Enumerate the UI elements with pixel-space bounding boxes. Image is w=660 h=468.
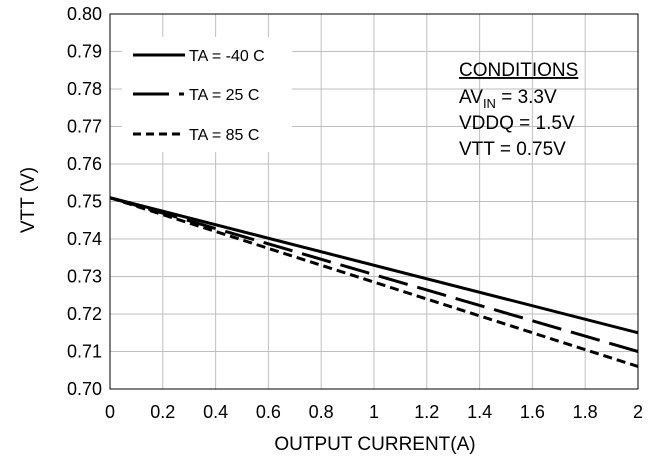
y-tick-label: 0.78 <box>67 79 102 99</box>
y-tick-label: 0.70 <box>67 379 102 399</box>
y-tick-label: 0.79 <box>67 42 102 62</box>
y-tick-label: 0.75 <box>67 192 102 212</box>
x-tick-label: 0.6 <box>256 402 281 422</box>
plot-frame <box>109 13 639 390</box>
x-tick-labels: 0 0.2 0.4 0.6 0.8 1 1.2 1.4 1.6 1.8 2 <box>105 402 643 422</box>
y-tick-label: 0.77 <box>67 117 102 137</box>
y-tick-label: 0.74 <box>67 229 102 249</box>
series-lines <box>109 196 639 368</box>
x-tick-label: 1 <box>369 402 379 422</box>
conditions-avin: AVIN = 3.3V <box>459 87 557 111</box>
legend-label: TA = -40 C <box>189 48 265 65</box>
x-tick-label: 1.4 <box>467 402 492 422</box>
series-line <box>109 196 639 368</box>
conditions-vtt: VTT = 0.75V <box>459 139 566 160</box>
avin-value: = 3.3V <box>496 87 557 108</box>
avin-subscript: IN <box>483 96 496 111</box>
y-tick-labels: 0.70 0.71 0.72 0.73 0.74 0.75 0.76 0.77 0.78 0.79… <box>67 4 102 399</box>
x-tick-label: 0 <box>105 402 115 422</box>
legend-label: TA = 85 C <box>189 127 259 144</box>
series-line <box>109 196 639 335</box>
x-tick-label: 0.2 <box>150 402 175 422</box>
x-tick-label: 0.8 <box>309 402 334 422</box>
conditions-vddq: VDDQ = 1.5V <box>459 113 575 134</box>
x-tick-label: 1.6 <box>520 402 545 422</box>
legend-label: TA = 25 C <box>189 87 259 104</box>
x-tick-label: 2 <box>633 402 643 422</box>
conditions-title: CONDITIONS <box>459 60 578 81</box>
y-tick-label: 0.76 <box>67 154 102 174</box>
avin-prefix: AV <box>459 87 483 108</box>
series-line <box>109 196 639 353</box>
x-tick-label: 0.4 <box>203 402 228 422</box>
y-axis-title: VTT (V) <box>18 167 39 233</box>
y-tick-label: 0.73 <box>67 267 102 287</box>
y-tick-label: 0.71 <box>67 342 102 362</box>
x-axis-title: OUTPUT CURRENT(A) <box>274 434 475 455</box>
legend: TA = -40 C TA = 25 C TA = 85 C <box>122 37 292 152</box>
y-tick-label: 0.80 <box>67 4 102 24</box>
x-tick-label: 1.8 <box>573 402 598 422</box>
y-tick-label: 0.72 <box>67 304 102 324</box>
conditions-box: CONDITIONS AVIN = 3.3V VDDQ = 1.5V VTT =… <box>459 60 578 160</box>
x-tick-label: 1.2 <box>414 402 439 422</box>
